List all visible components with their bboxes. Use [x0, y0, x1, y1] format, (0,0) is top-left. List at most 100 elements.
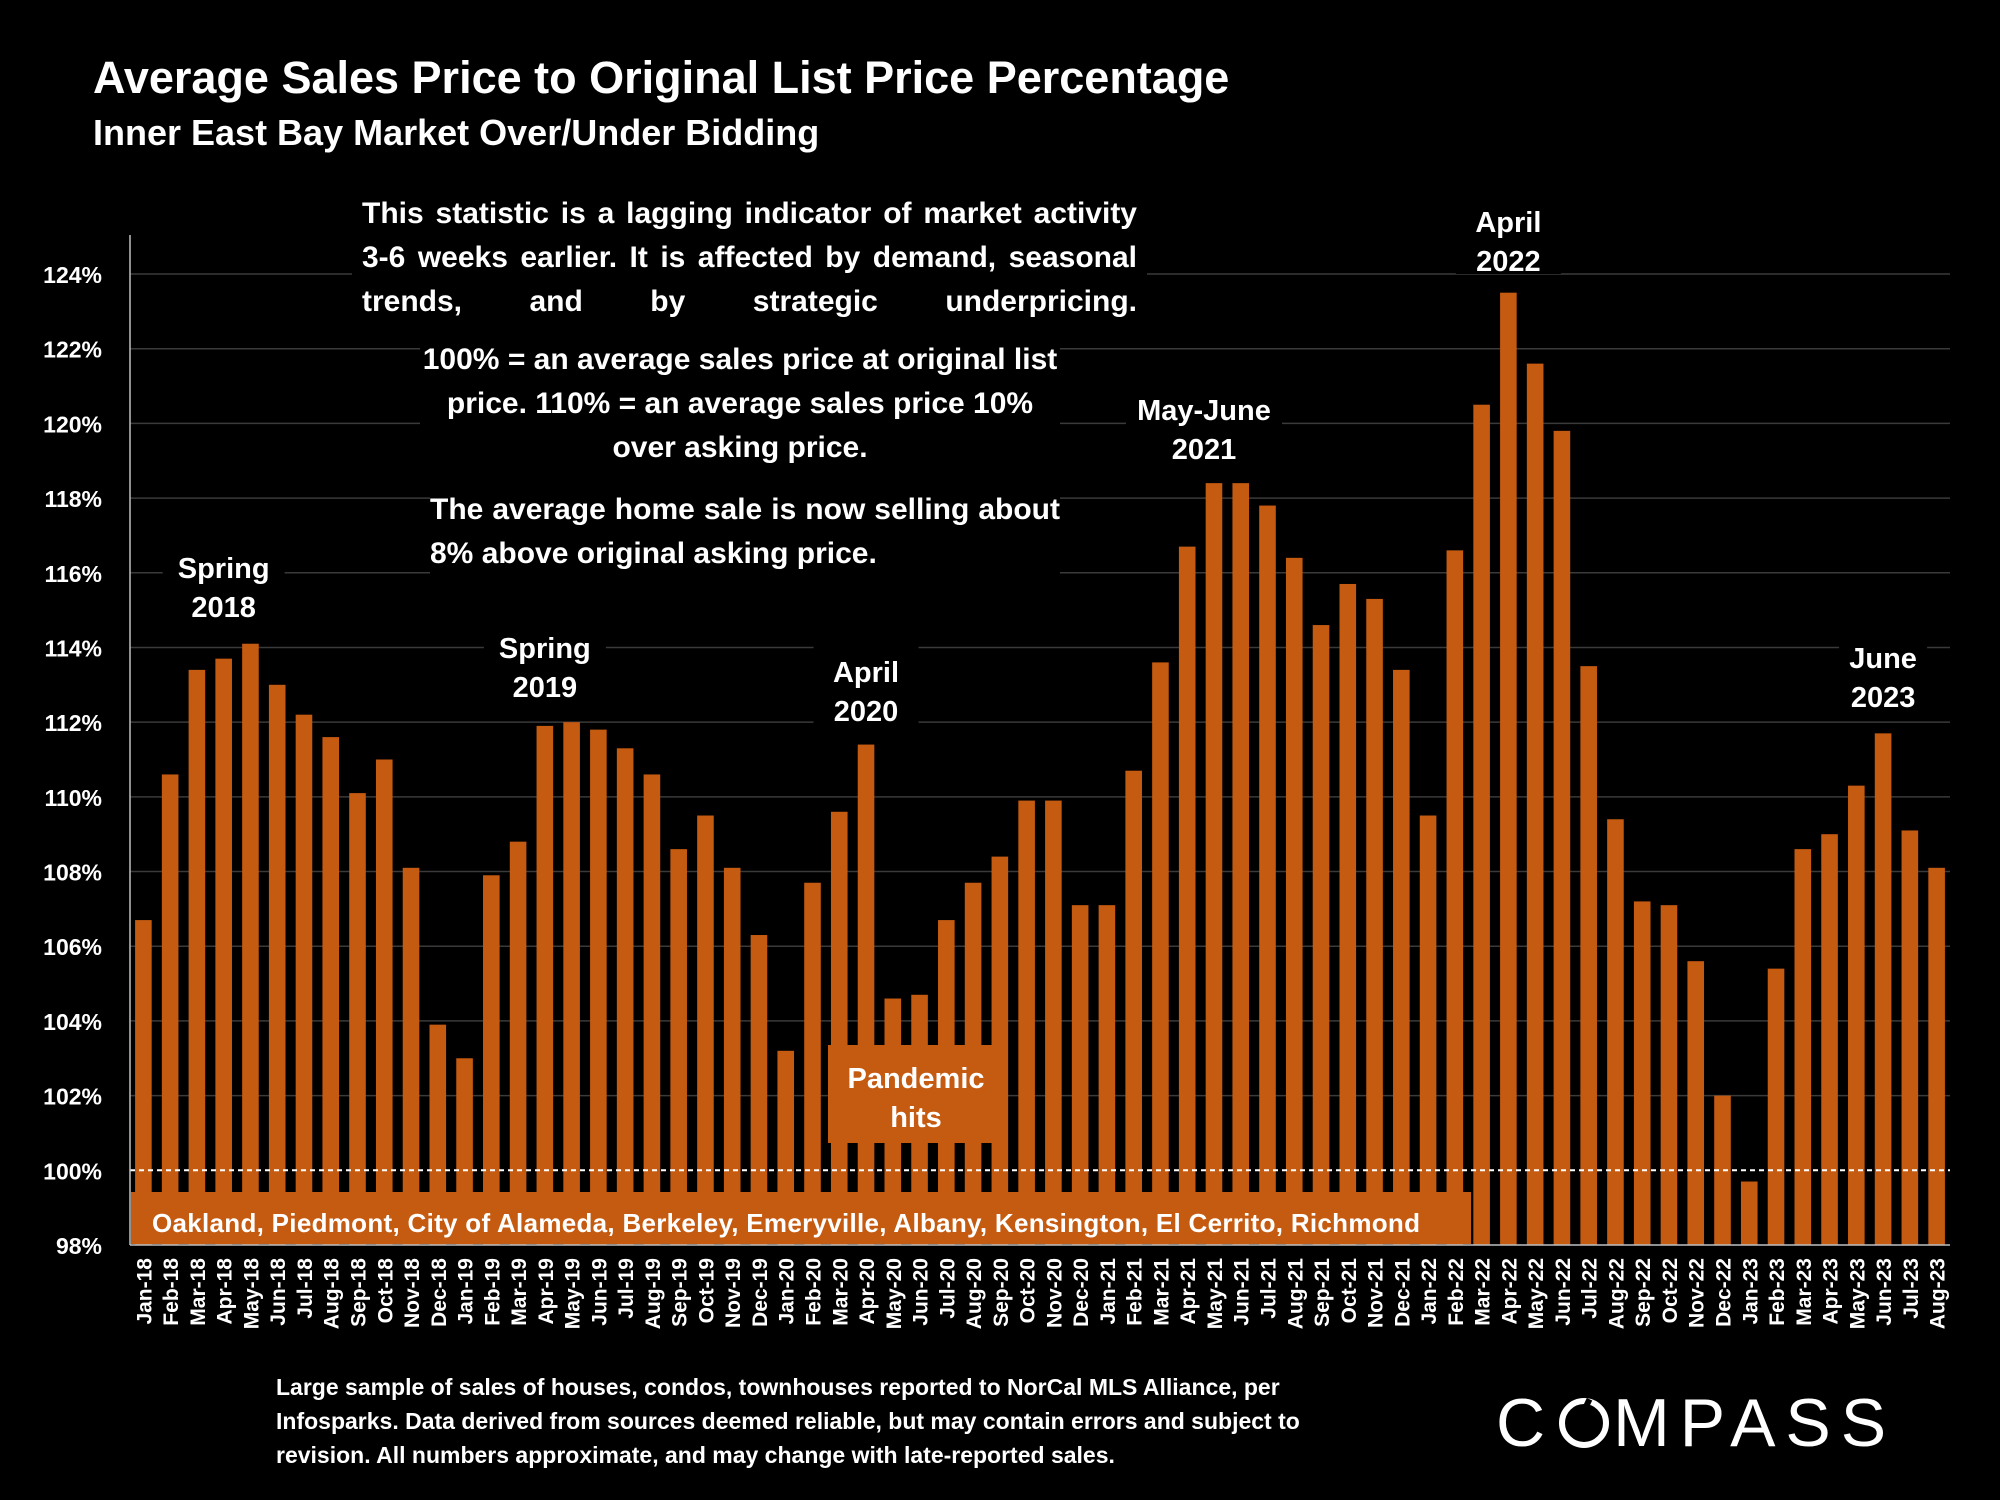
y-tick-label: 110%: [44, 785, 102, 811]
x-tick-label: Nov-21: [1365, 1258, 1388, 1328]
note-lagging-indicator: This statistic is a lagging indicator of…: [352, 192, 1147, 324]
x-tick-label: May-18: [240, 1258, 263, 1330]
note-current-status: The average home sale is now selling abo…: [430, 488, 1060, 576]
bar-Aug-18: [322, 737, 340, 1245]
bar-May-23: [1848, 785, 1865, 1245]
x-tick-label: Sep-20: [990, 1258, 1013, 1327]
y-tick-label: 120%: [43, 411, 102, 437]
bar-Dec-21: [1393, 669, 1410, 1245]
x-tick-label: Mar-21: [1150, 1258, 1173, 1326]
bar-Feb-22: [1446, 550, 1464, 1245]
annotation-background: [1455, 194, 1561, 274]
x-tick-label: May-22: [1525, 1258, 1548, 1329]
bar-Feb-21: [1125, 770, 1142, 1245]
bar-Jul-18: [295, 714, 313, 1245]
x-tick-label: May-23: [1846, 1258, 1869, 1329]
bar-Mar-19: [509, 841, 527, 1245]
x-tick-label: Jan-22: [1418, 1258, 1441, 1325]
annotation-label: April: [833, 657, 899, 689]
x-tick-label: Sep-21: [1311, 1258, 1334, 1327]
x-tick-label: Apr-21: [1177, 1258, 1200, 1325]
x-tick-label: Mar-22: [1472, 1258, 1495, 1326]
bar-Aug-19: [643, 774, 661, 1245]
note-definition: 100% = an average sales price at origina…: [420, 338, 1060, 470]
x-tick-label: Jan-18: [133, 1258, 156, 1325]
x-tick-label: Oct-21: [1338, 1258, 1361, 1324]
region-label-box: Oakland, Piedmont, City of Alameda, Berk…: [131, 1192, 1471, 1244]
annotation-background: [813, 644, 919, 724]
bar-Oct-19: [697, 815, 714, 1245]
bar-Jun-21: [1232, 483, 1250, 1246]
bar-Mar-21: [1152, 662, 1169, 1245]
bar-Apr-19: [536, 725, 554, 1245]
x-tick-label: Dec-22: [1713, 1258, 1736, 1327]
x-tick-label: May-19: [562, 1258, 585, 1329]
bar-Jun-22: [1553, 430, 1571, 1245]
x-tick-label: Oct-18: [374, 1258, 397, 1324]
x-tick-label: Oct-22: [1659, 1258, 1682, 1323]
x-tick-label: Apr-22: [1498, 1258, 1521, 1325]
bar-May-18: [242, 643, 259, 1245]
x-tick-label: Apr-23: [1820, 1258, 1843, 1325]
y-tick-label: 108%: [43, 860, 102, 886]
bar-Oct-22: [1660, 905, 1678, 1245]
bar-Jul-19: [616, 748, 634, 1245]
bar-Nov-20: [1045, 800, 1062, 1245]
annotation-label: hits: [890, 1102, 942, 1134]
y-tick-label: 102%: [43, 1084, 102, 1110]
bar-May-21: [1205, 483, 1223, 1246]
x-tick-label: Mar-19: [508, 1258, 531, 1326]
annotation-label: Spring: [499, 633, 591, 665]
x-tick-label: Aug-21: [1284, 1258, 1307, 1329]
bar-Aug-23: [1928, 867, 1945, 1245]
x-tick-label: Jan-21: [1097, 1258, 1120, 1325]
bar-Apr-18: [215, 658, 232, 1245]
y-tick-label: 124%: [43, 262, 102, 288]
bar-Sep-21: [1312, 625, 1330, 1245]
bar-Nov-19: [723, 867, 741, 1245]
bar-Mar-22: [1473, 404, 1490, 1245]
x-tick-label: Jul-22: [1579, 1258, 1602, 1319]
annotation-background: [1125, 382, 1282, 462]
annotation-label: June: [1849, 643, 1917, 675]
bar-Dec-20: [1071, 905, 1089, 1245]
annotation-label: 2022: [1476, 246, 1541, 278]
x-tick-label: Sep-22: [1632, 1258, 1655, 1327]
bar-Mar-20: [830, 811, 848, 1245]
x-tick-label: Jan-20: [776, 1258, 799, 1325]
annotation-label: 2020: [834, 696, 899, 728]
bar-Dec-19: [750, 935, 768, 1245]
bar-Jul-21: [1259, 505, 1276, 1245]
annotation-background: [483, 620, 606, 700]
x-tick-label: Jun-18: [267, 1258, 290, 1326]
y-tick-label: 122%: [43, 337, 102, 363]
annotation-label: 2021: [1172, 434, 1237, 466]
x-tick-label: Aug-19: [642, 1258, 665, 1329]
x-tick-label: Dec-19: [749, 1258, 772, 1327]
x-tick-label: Feb-21: [1124, 1258, 1147, 1326]
x-tick-label: Jun-19: [588, 1258, 611, 1326]
axes: [129, 235, 1950, 1246]
x-tick-label: Jun-22: [1552, 1258, 1575, 1326]
bar-Aug-21: [1285, 557, 1303, 1245]
x-tick-label: Sep-18: [348, 1258, 371, 1327]
annotation-label: Spring: [178, 553, 270, 585]
bar-Feb-23: [1767, 968, 1785, 1245]
x-tick-label: Mar-18: [187, 1258, 210, 1326]
logo-letters: MPASS: [1613, 1385, 1897, 1461]
x-tick-label: Jul-20: [936, 1258, 959, 1319]
footnote: Large sample of sales of houses, condos,…: [276, 1374, 1300, 1468]
y-tick-labels: 98% 100% 102% 104% 106% 108% 110% 112% 114% 116% 1…: [43, 262, 102, 1259]
bar-Apr-23: [1821, 834, 1838, 1245]
bar-Sep-18: [349, 793, 366, 1245]
x-tick-label: Nov-19: [722, 1258, 745, 1328]
x-tick-label: Aug-23: [1927, 1258, 1950, 1329]
bar-Oct-18: [375, 759, 393, 1245]
bar-Feb-19: [483, 875, 500, 1245]
bar-Dec-22: [1714, 1095, 1731, 1245]
bar-Nov-18: [402, 867, 420, 1245]
bar-Jan-23: [1740, 1181, 1758, 1245]
bar-Jun-18: [268, 684, 286, 1245]
x-tick-label: Dec-21: [1391, 1258, 1414, 1327]
